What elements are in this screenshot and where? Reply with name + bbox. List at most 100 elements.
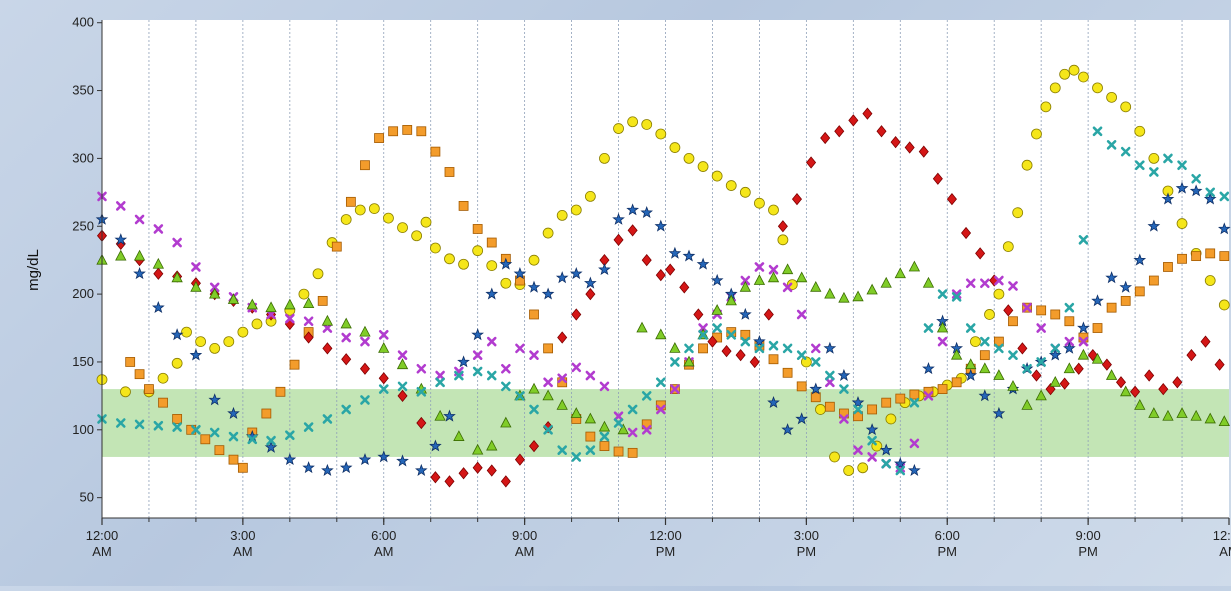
- data-point: [1163, 262, 1173, 272]
- data-point: [951, 292, 962, 302]
- data-point: [726, 330, 737, 340]
- data-point: [341, 353, 352, 366]
- data-point: [839, 384, 849, 394]
- data-point: [1134, 125, 1146, 137]
- x-tick-label-ampm: AM: [92, 544, 112, 559]
- data-point: [571, 308, 582, 321]
- data-point: [265, 301, 277, 313]
- x-tick-label-ampm: PM: [656, 544, 676, 559]
- data-point: [585, 287, 596, 301]
- data-point: [360, 395, 370, 405]
- data-point: [529, 309, 539, 320]
- data-point: [1048, 348, 1062, 361]
- data-point: [768, 264, 779, 275]
- data-point: [358, 453, 372, 466]
- data-point: [585, 431, 596, 442]
- data-point: [641, 119, 653, 130]
- data-point: [641, 391, 652, 401]
- data-point: [1172, 376, 1183, 389]
- data-point: [1077, 321, 1090, 334]
- data-point: [501, 381, 511, 392]
- data-point: [698, 343, 708, 354]
- data-point: [388, 126, 399, 137]
- data-point: [584, 276, 597, 289]
- data-point: [980, 278, 990, 289]
- data-point: [1203, 192, 1217, 205]
- data-point: [853, 404, 863, 415]
- data-point: [862, 107, 873, 120]
- data-point: [153, 224, 164, 234]
- data-point: [542, 389, 554, 401]
- y-tick-label: 400: [72, 15, 94, 30]
- data-point: [1007, 380, 1019, 391]
- data-point: [865, 423, 879, 436]
- data-point: [209, 427, 220, 438]
- data-point: [1021, 159, 1033, 171]
- data-point: [420, 216, 432, 228]
- data-point: [1078, 336, 1089, 347]
- data-point: [879, 443, 893, 456]
- data-point: [791, 192, 803, 206]
- data-point: [1130, 385, 1141, 398]
- data-point: [1031, 128, 1042, 140]
- data-point: [838, 291, 850, 303]
- data-point: [223, 336, 235, 347]
- data-point: [627, 404, 638, 415]
- data-point: [810, 343, 821, 354]
- data-point: [171, 271, 183, 283]
- data-point: [1064, 302, 1075, 313]
- data-point: [1120, 295, 1131, 306]
- data-point: [486, 237, 497, 248]
- data-point: [613, 123, 624, 134]
- x-tick-label: 12:00: [649, 528, 682, 543]
- data-point: [782, 343, 793, 354]
- series-5: [96, 249, 1230, 455]
- data-point: [964, 368, 978, 381]
- data-point: [867, 435, 877, 446]
- data-point: [598, 420, 611, 432]
- data-point: [1059, 377, 1070, 390]
- data-point: [936, 321, 949, 333]
- data-point: [1175, 181, 1189, 194]
- data-point: [555, 271, 569, 284]
- data-point: [283, 453, 297, 466]
- data-point: [1106, 140, 1117, 150]
- data-point: [735, 349, 746, 362]
- data-point: [416, 363, 427, 374]
- data-point: [303, 331, 314, 344]
- data-point: [753, 274, 766, 285]
- data-point: [599, 431, 610, 442]
- x-tick-label: 12:00: [86, 528, 119, 543]
- data-point: [754, 262, 765, 272]
- data-point: [1205, 187, 1216, 198]
- data-point: [397, 350, 408, 360]
- data-point: [322, 323, 333, 333]
- data-point: [740, 329, 751, 340]
- data-point: [115, 201, 126, 211]
- data-point: [340, 317, 352, 329]
- data-point: [777, 234, 789, 246]
- data-point: [806, 156, 817, 169]
- data-point: [556, 399, 568, 410]
- data-point: [341, 332, 351, 343]
- data-point: [500, 475, 511, 488]
- data-point: [767, 271, 780, 283]
- data-point: [961, 226, 972, 240]
- data-point: [228, 454, 239, 465]
- data-point: [569, 267, 583, 280]
- data-point: [500, 416, 512, 428]
- x-tick-label: 6:00: [935, 528, 960, 543]
- data-point: [1218, 415, 1230, 427]
- data-point: [978, 389, 992, 402]
- data-point: [1162, 409, 1174, 421]
- data-point: [317, 295, 328, 306]
- data-point: [1120, 146, 1131, 157]
- data-point: [570, 204, 582, 216]
- data-point: [416, 416, 427, 430]
- data-point: [1068, 64, 1080, 76]
- data-point: [571, 362, 582, 373]
- data-point: [1161, 192, 1175, 205]
- data-point: [669, 142, 681, 153]
- y-tick-label: 50: [80, 490, 94, 505]
